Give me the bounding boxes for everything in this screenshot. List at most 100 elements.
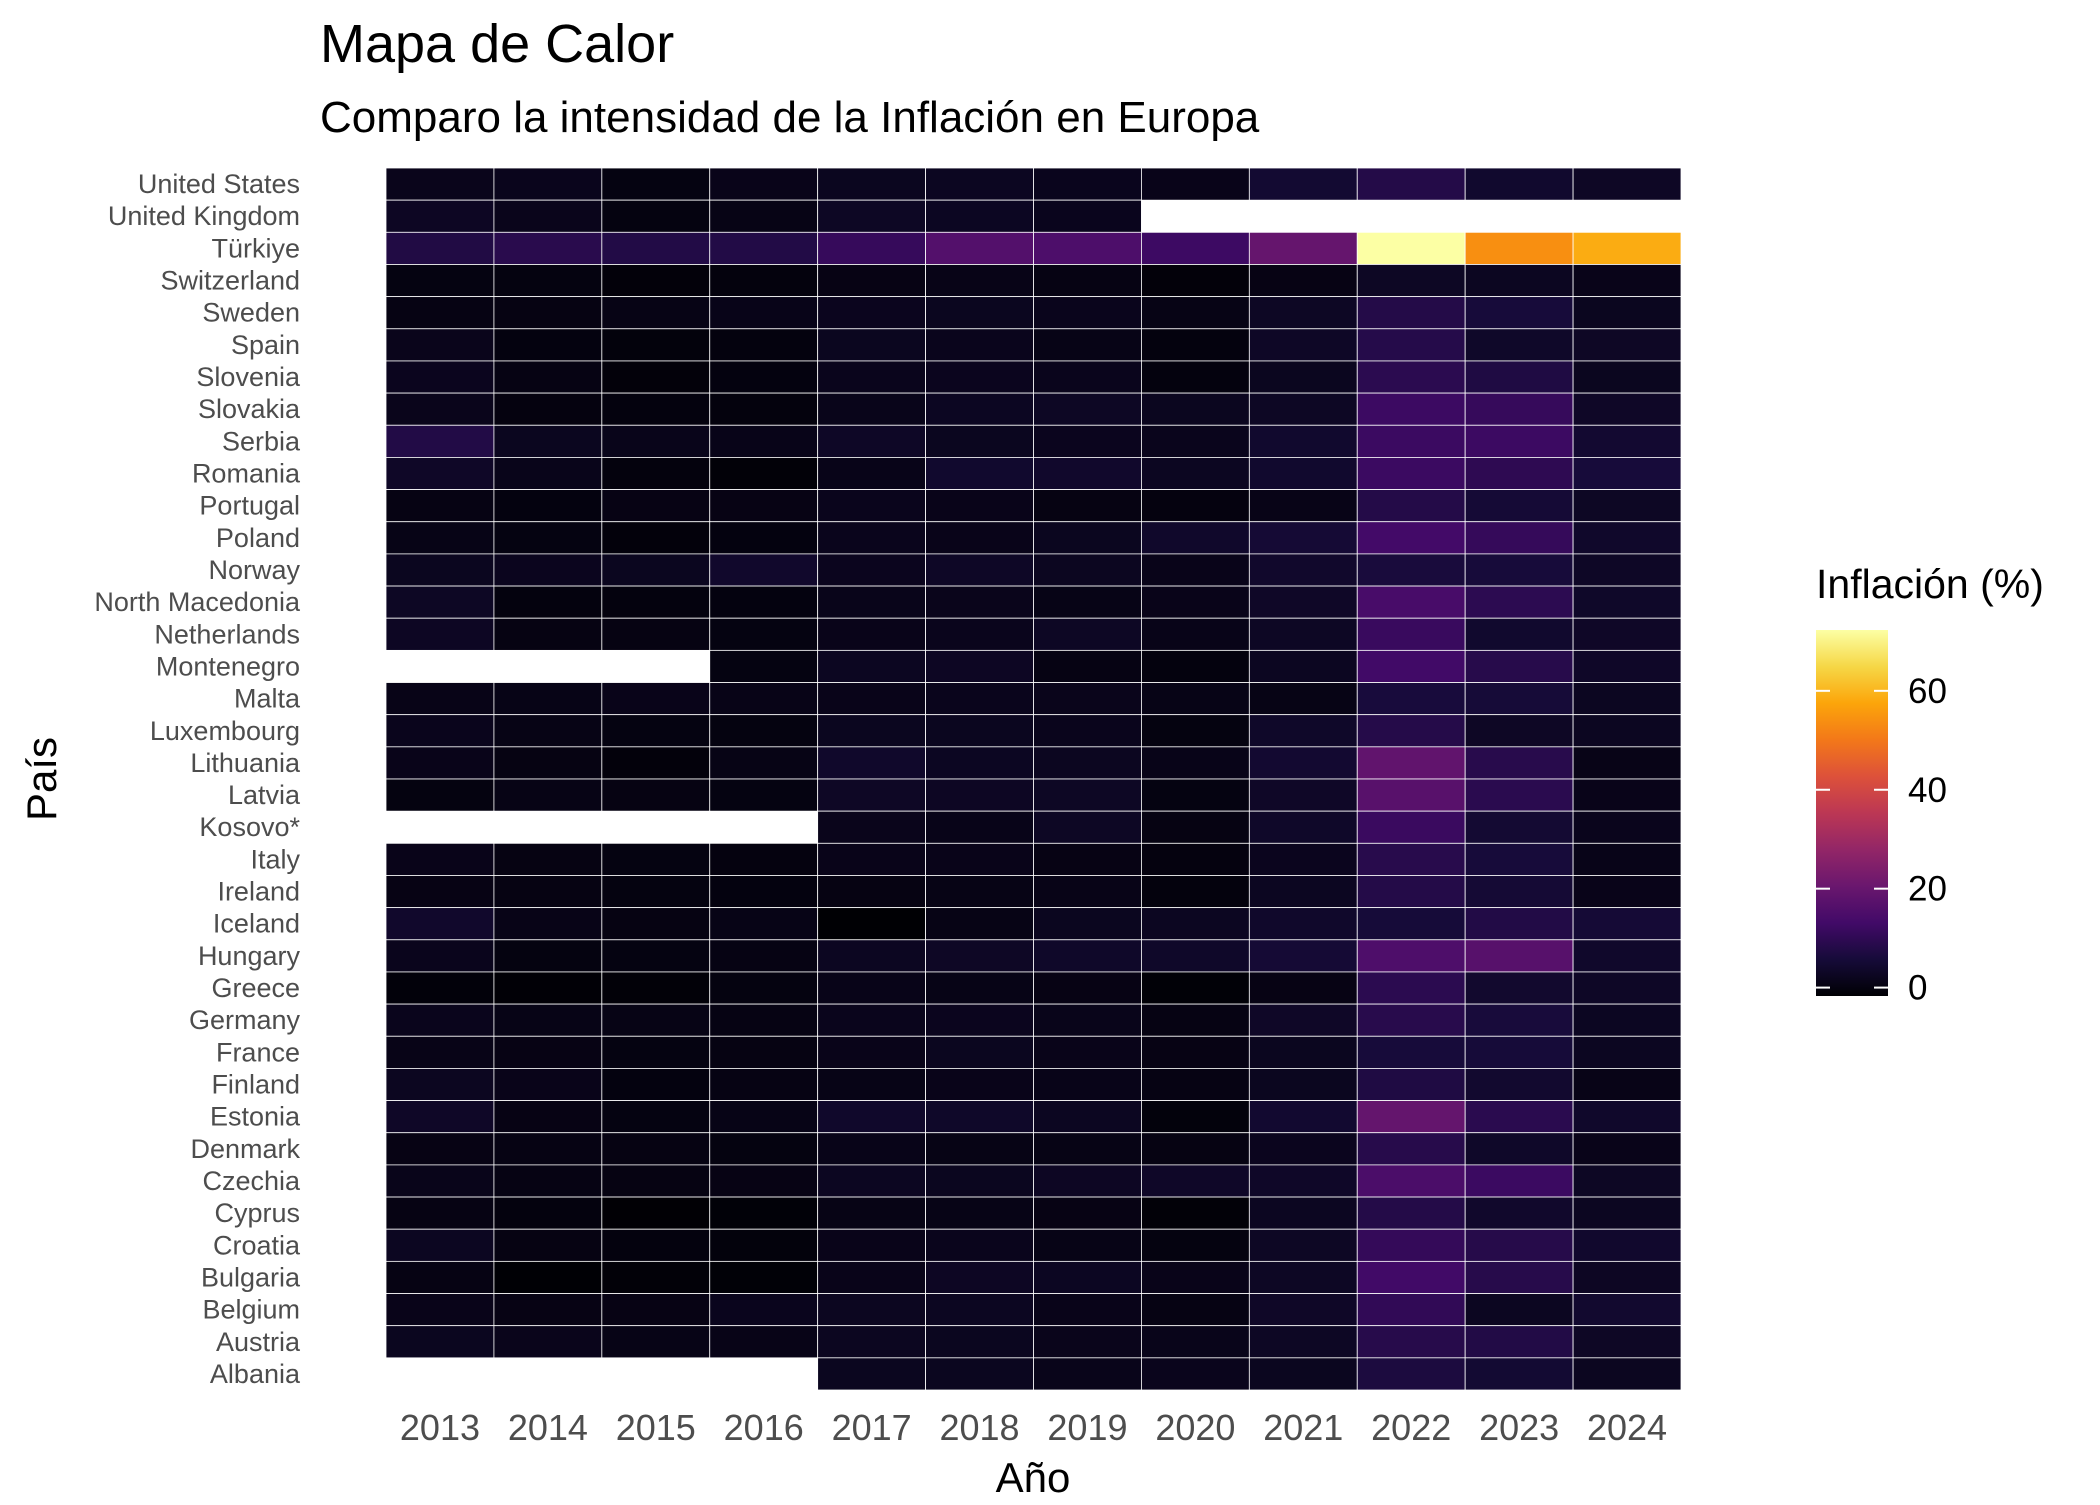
heatmap-cell: [601, 875, 711, 909]
heatmap-cell: [817, 617, 926, 651]
heatmap-cell: [1141, 585, 1250, 619]
heatmap-cell: [493, 1260, 603, 1294]
heatmap-cell: [493, 907, 603, 941]
heatmap-cell: [709, 328, 819, 362]
heatmap-cell: [1033, 1357, 1142, 1391]
y-tick-label: Slovenia: [196, 362, 301, 392]
heatmap-cell: [1141, 1035, 1250, 1069]
heatmap-cell: [493, 842, 603, 876]
heatmap-cell: [493, 360, 603, 394]
heatmap-cell: [385, 264, 495, 298]
heatmap-cell: [385, 553, 495, 587]
heatmap-cell: [1464, 585, 1574, 619]
heatmap-cell: [925, 1132, 1034, 1166]
heatmap-cell: [1572, 585, 1682, 619]
heatmap-cell: [1464, 264, 1574, 298]
heatmap-cell: [925, 392, 1034, 426]
legend-tick-label: 0: [1908, 969, 1927, 1008]
heatmap-cell: [1033, 1100, 1142, 1134]
heatmap-cell: [925, 1325, 1034, 1359]
heatmap-cell: [493, 875, 603, 909]
heatmap-cell: [925, 617, 1034, 651]
heatmap-cell: [1356, 392, 1466, 426]
heatmap-cell: [925, 907, 1034, 941]
heatmap-cell: [709, 907, 819, 941]
heatmap-cell: [601, 907, 711, 941]
heatmap-cell: [1356, 875, 1466, 909]
heatmap-cell: [1033, 714, 1142, 748]
heatmap-cell: [1248, 714, 1358, 748]
heatmap-cell: [1033, 939, 1142, 973]
heatmap-cell: [709, 617, 819, 651]
heatmap-cell: [709, 424, 819, 458]
heatmap-cell: [1141, 457, 1250, 490]
heatmap-cell: [1572, 1260, 1682, 1294]
y-tick-label: North Macedonia: [94, 587, 301, 617]
heatmap-cell: [385, 457, 495, 490]
heatmap-cell: [1141, 1100, 1250, 1134]
heatmap-cell: [1356, 1100, 1466, 1134]
heatmap-cell: [1356, 424, 1466, 458]
heatmap-cell: [817, 682, 926, 716]
heatmap-cell: [925, 682, 1034, 716]
heatmap-cell: [1464, 1196, 1574, 1230]
heatmap-cell: [817, 649, 926, 683]
heatmap-cell: [817, 585, 926, 619]
heatmap-cell: [925, 1100, 1034, 1134]
heatmap-cell: [1356, 1196, 1466, 1230]
heatmap-cell: [925, 778, 1034, 812]
heatmap-cell: [601, 617, 711, 651]
heatmap-cell: [601, 360, 711, 394]
heatmap-cell: [1141, 424, 1250, 458]
heatmap-cell: [385, 971, 495, 1005]
heatmap-cell: [1464, 939, 1574, 973]
heatmap-cell: [385, 1164, 495, 1198]
heatmap-cell: [1141, 939, 1250, 973]
heatmap-cell: [817, 1293, 926, 1327]
heatmap-cell: [1572, 1357, 1682, 1391]
heatmap-cell: [817, 296, 926, 330]
heatmap-cell: [1464, 682, 1574, 716]
heatmap-cell: [817, 167, 926, 201]
heatmap-cell: [1572, 392, 1682, 426]
heatmap-cell: [1572, 1325, 1682, 1359]
y-tick-label: Bulgaria: [201, 1262, 301, 1292]
heatmap-cell: [709, 521, 819, 555]
heatmap-cell: [601, 1260, 711, 1294]
y-tick-label: Germany: [189, 1005, 301, 1035]
heatmap-cell: [493, 617, 603, 651]
heatmap-cell: [817, 1068, 926, 1101]
heatmap-cell: [1464, 1003, 1574, 1037]
heatmap-cell: [709, 971, 819, 1005]
x-tick-label: 2017: [832, 1407, 912, 1448]
heatmap-cell: [709, 778, 819, 812]
heatmap-cell: [1572, 842, 1682, 876]
heatmap-cell: [1033, 264, 1142, 298]
heatmap-cell: [1248, 939, 1358, 973]
x-tick-labels: 2013 2014 2015 2016 2017 2018 2019 2020 2021 2022…: [400, 1407, 1667, 1448]
heatmap-cell: [1248, 1035, 1358, 1069]
heatmap-cell: [385, 489, 495, 523]
heatmap-cell: [1356, 1035, 1466, 1069]
heatmap-cell: [1033, 360, 1142, 394]
heatmap-cell: [601, 457, 711, 490]
heatmap-cell: [1141, 553, 1250, 587]
heatmap-cell: [1248, 585, 1358, 619]
heatmap-cell: [817, 875, 926, 909]
heatmap-cell: [1248, 617, 1358, 651]
heatmap-cell: [1248, 231, 1358, 265]
heatmap-cell: [493, 199, 603, 233]
heatmap-cell: [1248, 842, 1358, 876]
heatmap-cell: [1356, 649, 1466, 683]
x-tick-label: 2021: [1263, 1407, 1343, 1448]
heatmap-cell: [1356, 1164, 1466, 1198]
heatmap-cell: [1141, 1068, 1250, 1101]
heatmap-cell: [493, 231, 603, 265]
heatmap-cell: [601, 521, 711, 555]
heatmap-cell: [1356, 1260, 1466, 1294]
heatmap-cell: [1464, 296, 1574, 330]
heatmap-cell: [1248, 1196, 1358, 1230]
heatmap-cell: [817, 360, 926, 394]
heatmap-cell: [1464, 1100, 1574, 1134]
heatmap-cell: [493, 424, 603, 458]
